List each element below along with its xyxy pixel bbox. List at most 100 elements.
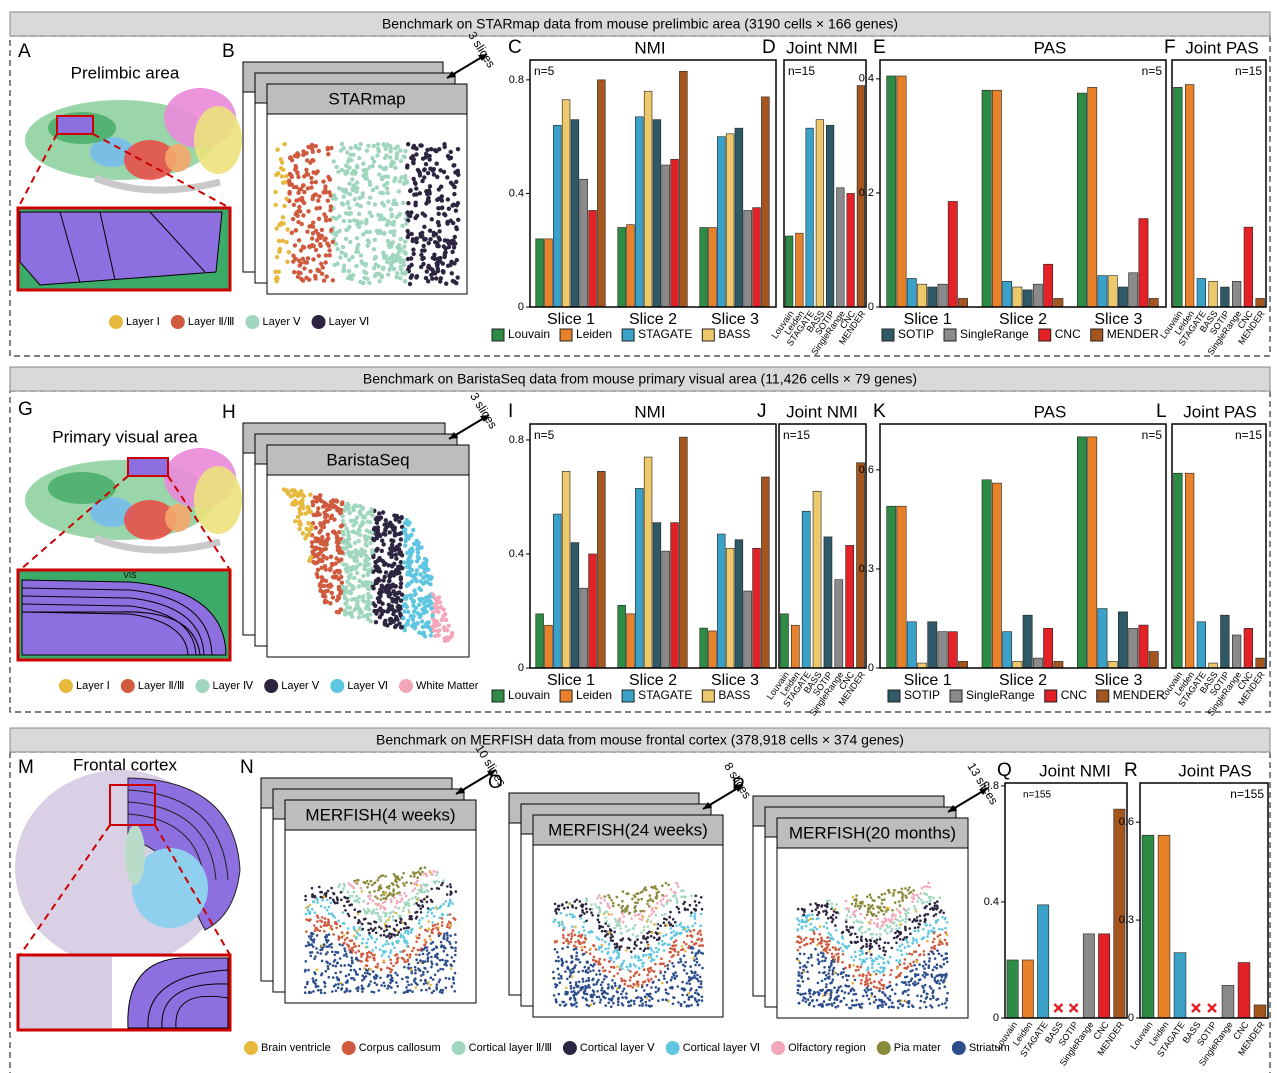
cell-dot (443, 933, 446, 936)
cell-dot (429, 871, 432, 874)
legend-label: Layer Ⅱ/Ⅲ (138, 680, 185, 692)
cell-dot (397, 886, 400, 889)
cell-dot (399, 531, 403, 535)
cell-dot (394, 532, 398, 536)
cell-dot (583, 929, 586, 932)
cell-dot (327, 190, 331, 194)
cell-dot (341, 936, 344, 939)
cell-dot (451, 163, 455, 167)
cell-dot (383, 175, 387, 179)
cell-dot (566, 967, 569, 970)
cell-dot (834, 924, 837, 927)
cell-dot (700, 983, 703, 986)
cell-dot (418, 919, 421, 922)
cell-dot (431, 873, 434, 876)
cell-dot (287, 179, 291, 183)
cell-dot (923, 967, 926, 970)
cell-dot (597, 918, 600, 921)
cell-dot (427, 241, 431, 245)
cell-dot (370, 214, 374, 218)
cell-dot (409, 188, 413, 192)
cell-dot (890, 969, 893, 972)
cell-dot (302, 266, 306, 270)
cell-dot (901, 888, 904, 891)
cell-dot (357, 922, 360, 925)
cell-dot (419, 908, 422, 911)
cell-dot (453, 982, 456, 985)
cell-dot (418, 143, 422, 147)
cell-dot (323, 236, 327, 240)
cell-dot (404, 597, 408, 601)
cell-dot (662, 935, 665, 938)
cell-dot (642, 916, 645, 919)
cell-dot (629, 963, 632, 966)
cell-dot (402, 872, 405, 875)
cell-dot (661, 884, 664, 887)
cell-dot (405, 929, 408, 932)
cell-dot (454, 933, 457, 936)
cell-dot (591, 1000, 594, 1003)
cell-dot (661, 963, 664, 966)
cell-dot (296, 494, 300, 498)
cell-dot (356, 250, 360, 254)
cell-dot (323, 944, 326, 947)
cell-dot (929, 908, 932, 911)
cell-dot (884, 917, 887, 920)
cell-dot (415, 236, 419, 240)
cell-dot (382, 203, 386, 207)
cell-dot (911, 953, 914, 956)
cell-dot (437, 628, 441, 632)
legend-label: Layer Ⅴ (281, 680, 320, 692)
cell-dot (840, 1000, 843, 1003)
cell-dot (665, 882, 668, 885)
cell-dot (378, 989, 381, 992)
cell-dot (872, 899, 875, 902)
cell-dot (425, 889, 428, 892)
cell-dot (352, 576, 356, 580)
cell-dot (383, 523, 387, 527)
cell-dot (422, 971, 425, 974)
cell-dot (636, 985, 639, 988)
cell-dot (642, 910, 645, 913)
cell-dot (449, 963, 452, 966)
cell-dot (916, 960, 919, 963)
legend-label: Pia mater (894, 1042, 941, 1054)
cell-dot (334, 959, 337, 962)
cell-dot (854, 979, 857, 982)
cell-dot (598, 961, 601, 964)
cell-dot (692, 947, 695, 950)
cell-dot (936, 900, 939, 903)
cell-dot (654, 975, 657, 978)
cell-dot (440, 884, 443, 887)
cell-dot (415, 872, 418, 875)
cell-dot (660, 957, 663, 960)
cell-dot (565, 939, 568, 942)
cell-dot (831, 1004, 834, 1007)
cell-dot (805, 937, 808, 940)
cell-dot (600, 897, 603, 900)
cell-dot (666, 903, 669, 906)
cell-dot (584, 937, 587, 940)
cell-dot (315, 499, 319, 503)
cell-dot (412, 589, 416, 593)
cell-dot (608, 943, 611, 946)
cell-dot (616, 956, 619, 959)
cell-dot (313, 495, 317, 499)
cell-dot (566, 978, 569, 981)
cell-dot (820, 937, 823, 940)
cell-dot (450, 892, 453, 895)
cell-dot (332, 892, 335, 895)
cell-dot (661, 944, 664, 947)
cell-dot (329, 963, 332, 966)
cell-dot (349, 895, 352, 898)
cell-dot (872, 907, 875, 910)
cell-dot (373, 991, 376, 994)
cell-dot (358, 504, 362, 508)
cell-dot (915, 939, 918, 942)
cell-dot (301, 149, 305, 153)
cell-dot (281, 181, 285, 185)
cell-dot (392, 915, 395, 918)
cell-dot (328, 253, 332, 257)
cell-dot (694, 912, 697, 915)
cell-dot (382, 231, 386, 235)
